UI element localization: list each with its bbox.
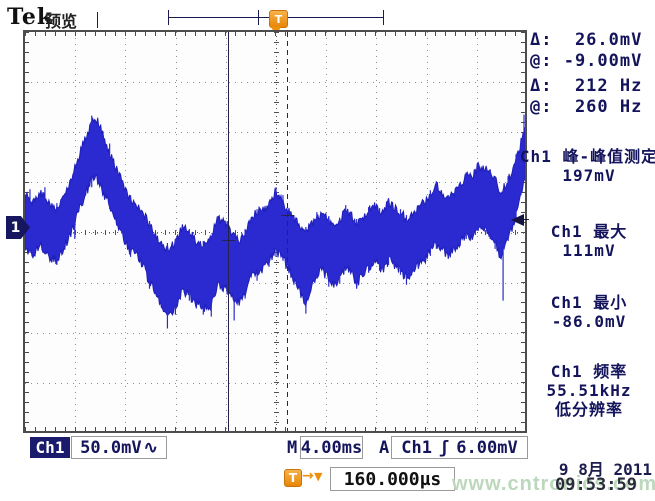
date-readout: 9 8月 2011 xyxy=(558,460,652,479)
measurement-title: Ch1 峰-峰值测定 xyxy=(519,147,655,166)
vertical-scale-value: 50.0mV xyxy=(80,437,142,458)
trigger-level-value: 6.00mV xyxy=(456,437,518,458)
trigger-readout: Ch1 ʃ 6.00mV xyxy=(391,436,528,459)
vertical-scale-readout: 50.0mV ∿ xyxy=(71,436,167,459)
measurement-pkpk: Ch1 峰-峰值测定 197mV xyxy=(519,147,655,185)
timebase-readout: 4.00ms xyxy=(300,436,363,459)
measurement-max: Ch1 最大 111mV xyxy=(523,222,655,260)
cursor-frequency-readout: Δ: 212 Hz @: 260 Hz xyxy=(530,76,642,118)
trigger-source: Ch1 xyxy=(401,437,433,458)
acquisition-status: 预览 xyxy=(45,12,78,31)
trigger-level-arrow-icon xyxy=(511,214,524,226)
watermark: www.cntronics.com xyxy=(452,473,655,495)
trigger-type-label: A xyxy=(379,438,390,458)
at-voltage: @: -9.00mV xyxy=(530,51,643,71)
record-position-tick xyxy=(97,12,98,28)
measurement-value: 197mV xyxy=(562,166,616,185)
cursor-2-crossbar xyxy=(281,215,294,216)
time-readout: 09:53:59 xyxy=(555,475,637,495)
ac-coupling-icon: ∿ xyxy=(143,437,158,458)
trigger-level-tail xyxy=(523,219,529,220)
cursor-voltage-readout: Δ: 26.0mV @: -9.00mV xyxy=(530,30,642,72)
graticule xyxy=(23,30,529,433)
measurement-frequency: Ch1 频率 55.51kHz 低分辨率 xyxy=(523,362,655,419)
measurement-value: -86.0mV xyxy=(551,312,627,331)
measurement-note: 低分辨率 xyxy=(554,400,623,419)
measurement-title: Ch1 频率 xyxy=(550,362,628,381)
channel-1-marker: 1 xyxy=(6,216,30,239)
rising-edge-icon: ʃ xyxy=(439,437,450,458)
delta-voltage: Δ: 26.0mV xyxy=(530,30,643,50)
horizontal-position-marker-icon: T xyxy=(269,10,288,28)
at-frequency: @: 260 Hz xyxy=(530,97,643,117)
timebase-label: M xyxy=(287,438,298,458)
measurement-value: 55.51kHz xyxy=(546,381,632,400)
horizontal-delay-readout: 160.000µs xyxy=(330,467,455,491)
vertical-cursor-1 xyxy=(228,32,229,431)
measurement-min: Ch1 最小 -86.0mV xyxy=(523,293,655,331)
measurement-title: Ch1 最大 xyxy=(550,222,628,241)
measurement-value: 111mV xyxy=(562,241,616,260)
channel-badge: Ch1 xyxy=(30,437,70,458)
trigger-delay-icon: T xyxy=(284,469,302,487)
cursor-1-crossbar xyxy=(222,240,235,241)
measurement-title: Ch1 最小 xyxy=(550,293,628,312)
vertical-cursor-2 xyxy=(287,32,288,431)
delta-frequency: Δ: 212 Hz xyxy=(530,76,643,96)
ch1-waveform xyxy=(25,114,525,329)
tek-logo: Tek xyxy=(7,4,54,30)
down-triangle-icon: ▼ xyxy=(314,470,323,483)
right-arrow-icon: → xyxy=(302,468,314,484)
